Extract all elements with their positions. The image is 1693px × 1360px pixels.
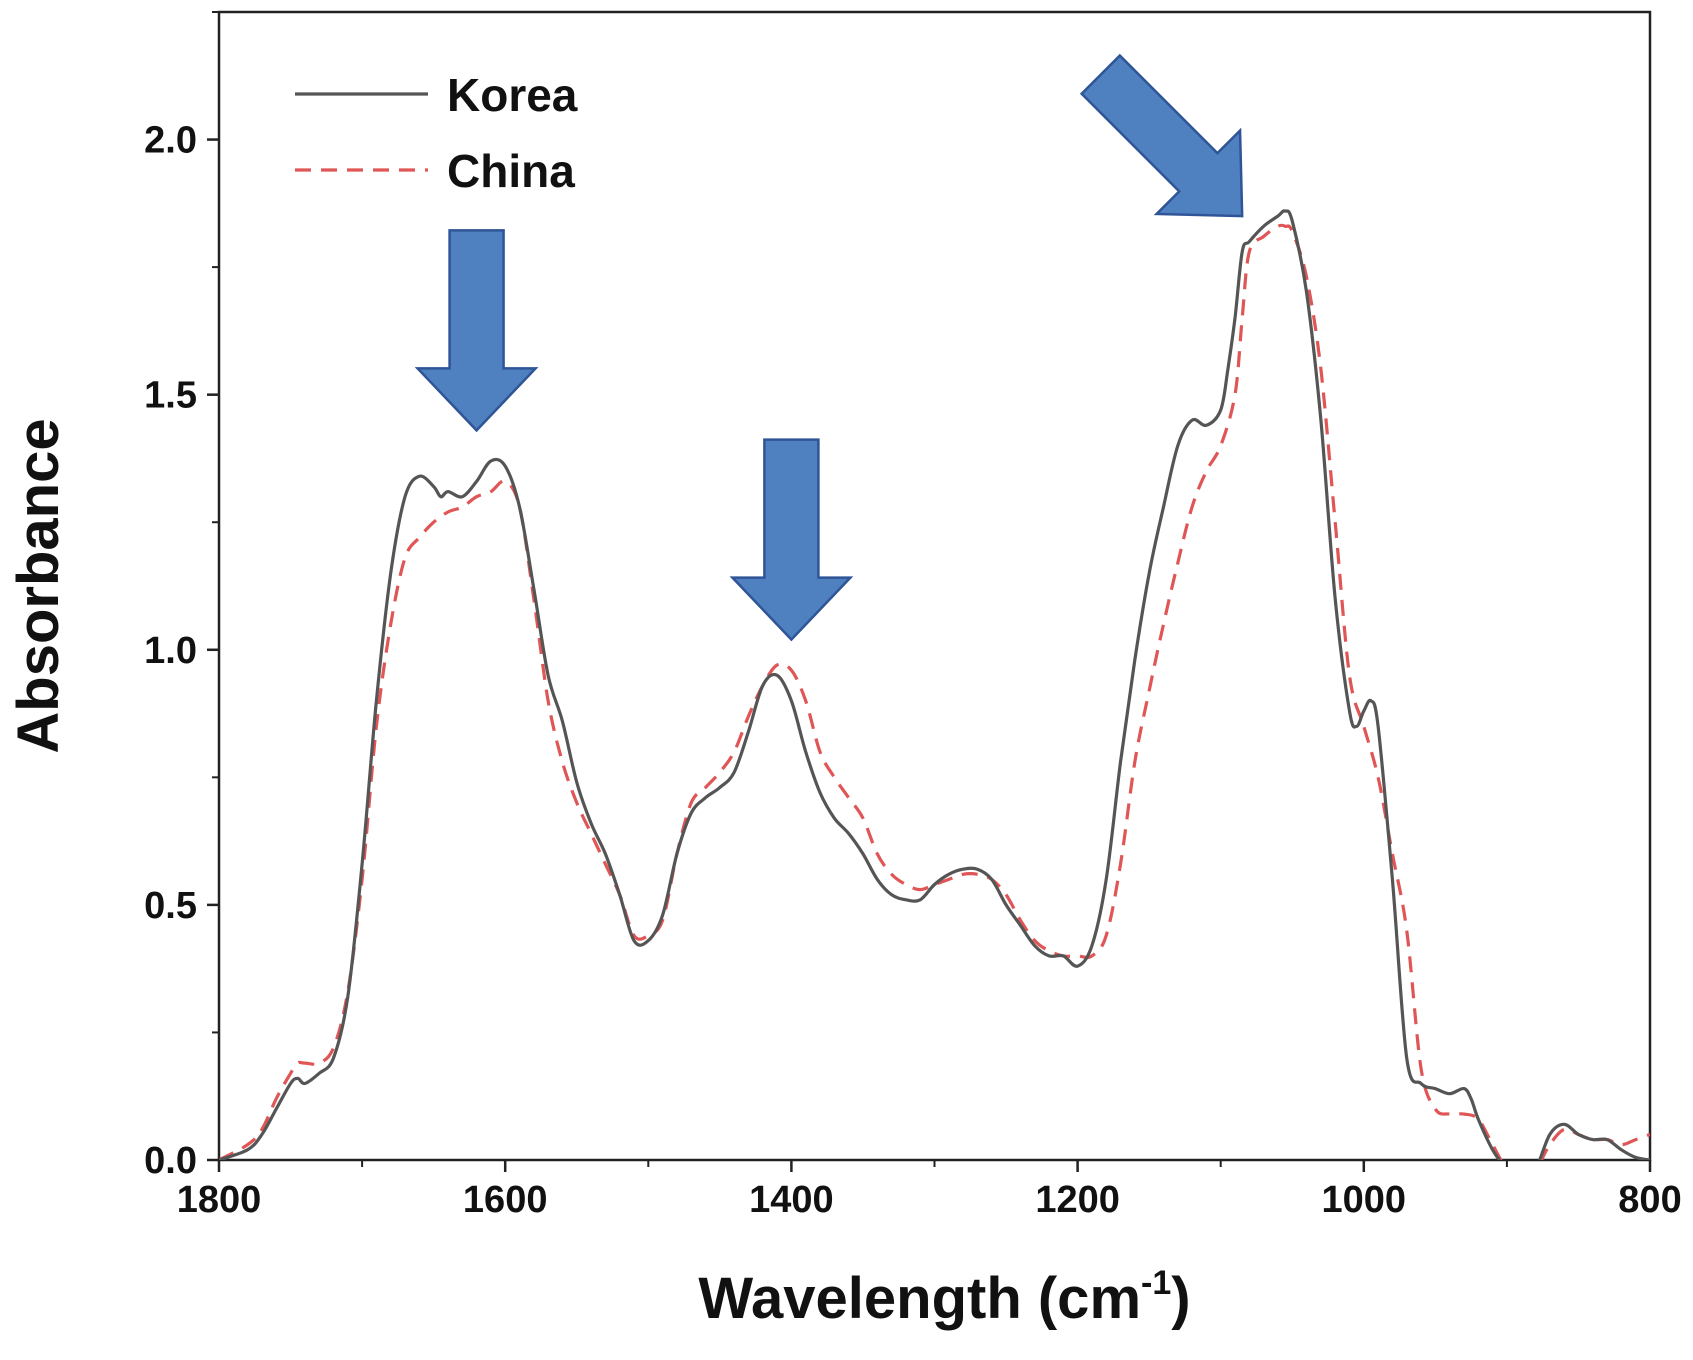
- y-tick-label: 2.0: [144, 120, 197, 162]
- highlight-arrow-icon: [414, 229, 539, 433]
- x-tick-label: 1600: [463, 1179, 548, 1221]
- x-tick-label: 1000: [1322, 1179, 1407, 1221]
- series-line-korea: [219, 209, 1650, 1160]
- legend-label-china: China: [447, 145, 575, 197]
- y-axis-title: Absorbance: [6, 418, 71, 753]
- series-line-china: [219, 223, 1650, 1160]
- y-tick-label: 0.5: [144, 885, 197, 927]
- highlight-arrow-icon: [729, 438, 854, 642]
- x-axis-title-main: Wavelength (cm: [698, 1266, 1141, 1331]
- highlight-arrow-icon: [1079, 53, 1244, 218]
- y-tick-label: 1.0: [144, 630, 197, 672]
- x-axis-title: Wavelength (cm-1): [698, 1264, 1190, 1331]
- annotations: [414, 53, 1244, 642]
- x-tick-label: 1200: [1035, 1179, 1120, 1221]
- x-tick-label: 1800: [177, 1179, 262, 1221]
- y-tick-label: 0.0: [144, 1140, 197, 1182]
- legend: Korea China: [295, 69, 578, 197]
- axes: 1800 1600 1400 1200 1000 800 0.0 0.5 1.0 1.5 2.0: [144, 10, 1682, 1221]
- legend-label-korea: Korea: [447, 69, 578, 121]
- x-axis-title-superscript: -1: [1141, 1264, 1171, 1302]
- plot-frame: [217, 10, 1652, 1162]
- y-tick-label: 1.5: [144, 375, 197, 417]
- x-axis-title-close: ): [1171, 1266, 1190, 1331]
- x-tick-label: 800: [1618, 1179, 1681, 1221]
- x-tick-label: 1400: [749, 1179, 834, 1221]
- series-layer: [219, 209, 1650, 1160]
